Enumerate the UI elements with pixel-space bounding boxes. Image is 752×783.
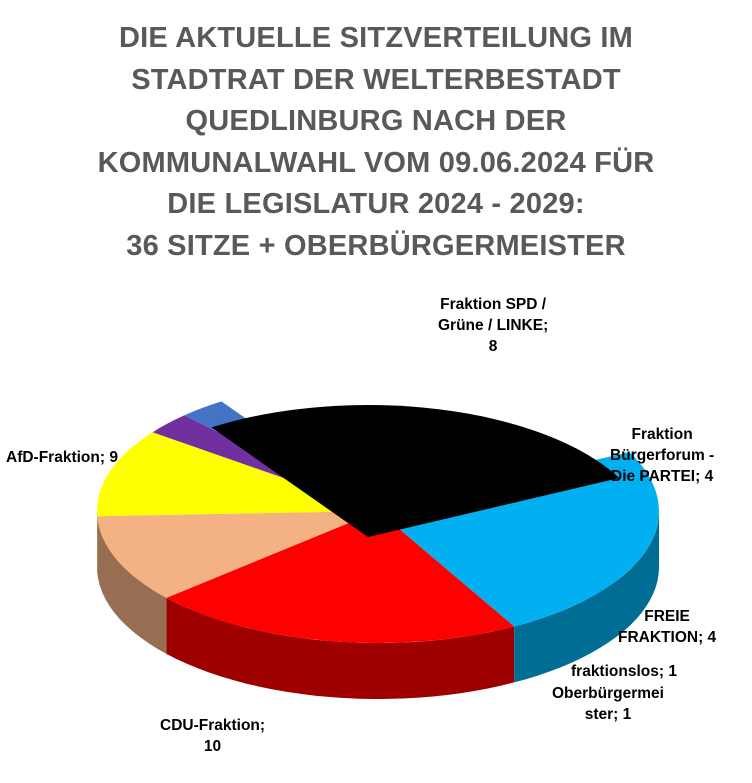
chart-title-line: KOMMUNALWAHL VOM 09.06.2024 FÜR — [97, 146, 655, 179]
chart-title-line: DIE AKTUELLE SITZVERTEILUNG IM — [118, 22, 634, 54]
data-label-line: AfD-Fraktion; 9 — [6, 449, 118, 466]
pie-slice-cdu-fraktion — [211, 405, 620, 537]
pie-slice-freie-fraktion — [96, 432, 379, 517]
pie-tops — [96, 401, 659, 643]
data-label-buergerforum: Fraktion Bürgerforum - Die PARTEI; 4 — [610, 424, 714, 487]
data-label-line: Die PARTEI; 4 — [611, 468, 714, 485]
data-label-line: fraktionslos; 1 — [571, 663, 677, 680]
data-label-afd-fraktion: AfD-Fraktion; 9 — [6, 447, 118, 468]
pie-slice-fraktion-buergerforum-die-partei — [97, 511, 378, 598]
data-label-line: 8 — [488, 338, 498, 355]
data-label-line: Fraktion SPD / — [440, 296, 547, 313]
chart-title: DIE AKTUELLE SITZVERTEILUNG IM STADTRAT … — [0, 18, 752, 267]
data-label-freie-fraktion: FREIE FRAKTION; 4 — [618, 606, 716, 648]
chart-title-line: QUEDLINBURG NACH DER — [185, 105, 567, 137]
pie-side-afd-fraktion — [514, 511, 659, 683]
data-label-oberbuergermeister: Oberbürgermei ster; 1 — [552, 683, 664, 725]
data-label-line: FRAKTION; 4 — [618, 629, 717, 646]
pie-side-fraktion-spd-gruene-linke — [166, 597, 515, 699]
chart-title-line: 36 SITZE + OBERBÜRGERMEISTER — [126, 229, 626, 262]
data-label-line: Fraktion — [631, 426, 693, 443]
data-label-line: FREIE — [644, 608, 690, 625]
pie-side-fraktion-buergerforum-die-partei — [97, 516, 167, 654]
data-label-line: 10 — [203, 738, 222, 755]
data-label-spd-gruene-linke: Fraktion SPD / Grüne / LINKE; 8 — [438, 294, 548, 357]
chart-title-line: DIE LEGISLATUR 2024 - 2029: — [167, 188, 585, 220]
data-label-line: Bürgerforum - — [610, 447, 715, 464]
data-label-line: Grüne / LINKE; — [438, 317, 549, 334]
data-label-line: ster; 1 — [584, 706, 632, 723]
data-label-line: Oberbürgermei — [552, 685, 664, 702]
pie-slice-fraktion-spd-gruene-linke — [166, 511, 515, 643]
data-label-cdu-fraktion: CDU-Fraktion; 10 — [160, 715, 265, 757]
data-label-fraktionslos: fraktionslos; 1 — [571, 661, 677, 682]
pie-sides — [97, 511, 659, 699]
data-label-line: CDU-Fraktion; — [160, 717, 266, 734]
chart-title-line: STADTRAT DER WELTERBESTADT — [131, 63, 621, 96]
